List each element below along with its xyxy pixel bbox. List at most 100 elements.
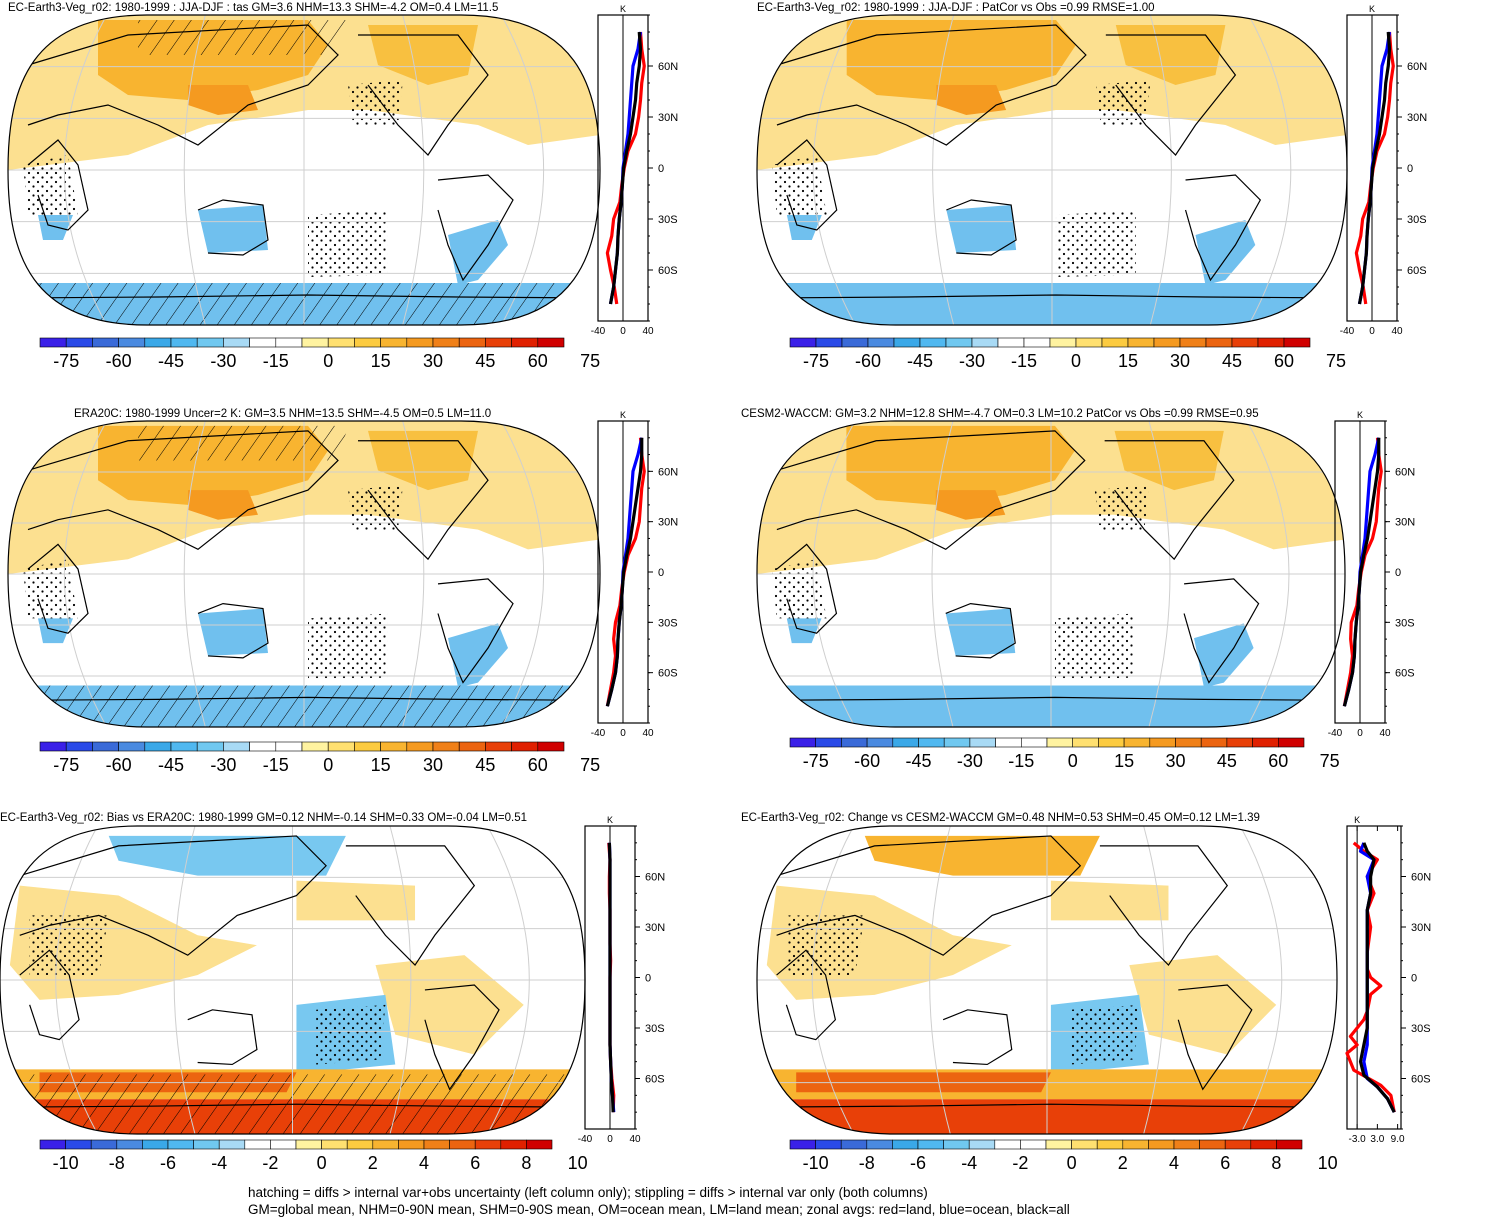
colorbar-label: -45: [907, 351, 933, 371]
coastline: [1104, 440, 1235, 561]
colorbar-box: [144, 337, 172, 348]
graticule-lon: [183, 15, 206, 325]
colorbar-label: 4: [419, 1153, 429, 1173]
map-stipple: [316, 1004, 386, 1065]
map-stipple: [308, 210, 388, 277]
colorbar-box: [398, 1139, 425, 1150]
colorbar-box: [511, 741, 539, 752]
colorbar-label: -8: [859, 1153, 875, 1173]
colorbar-box: [866, 737, 894, 748]
colorbar-box: [295, 1139, 322, 1150]
colorbar-box: [406, 337, 434, 348]
colorbar-box: [170, 337, 198, 348]
colorbar-label: 15: [1118, 351, 1138, 371]
colorbar-box: [196, 337, 224, 348]
colorbar-box: [1179, 337, 1207, 348]
colorbar-box: [406, 741, 434, 752]
colorbar-label: -2: [1012, 1153, 1028, 1173]
zonal-ytick-label: 60N: [645, 872, 665, 884]
colorbar-box: [223, 337, 250, 348]
coastline: [1105, 34, 1237, 156]
zonal-ytick-label: 30S: [1395, 617, 1415, 629]
colorbar-box: [1071, 1139, 1098, 1150]
panel-title: ERA20C: 1980-1999 Uncer=2 K: GM=3.5 NHM=…: [74, 408, 491, 420]
map-border: [756, 825, 1338, 1135]
colorbar-label: -6: [910, 1153, 926, 1173]
graticule-lon: [932, 15, 955, 325]
colorbar-box: [372, 1139, 399, 1150]
zonal-ytick-label: 60N: [658, 466, 678, 478]
colorbar-box: [943, 1139, 970, 1150]
zonal-ytick-label: 30N: [658, 517, 678, 529]
colorbar-label: -8: [109, 1153, 125, 1173]
map-panel-3: [756, 420, 1346, 728]
zonal-unit-label: K: [1354, 815, 1360, 825]
colorbar-box: [432, 741, 460, 752]
colorbar-box: [92, 337, 119, 348]
zonal-ytick-label: 0: [658, 567, 664, 579]
colorbar-box: [196, 741, 224, 752]
zonal-xtick-label: -40: [578, 1134, 593, 1145]
colorbar-diff: -10 -8 -6 -4 -2 0 2 4 6 8 10: [789, 1139, 1338, 1173]
zonal-panel-1: K -40 0 40 60N 30N 0 30S 60S: [1340, 4, 1427, 337]
zonal-ytick-label: 30N: [1395, 517, 1415, 529]
colorbar-label: -6: [160, 1153, 176, 1173]
colorbar-box: [449, 1139, 476, 1150]
colorbar-box: [1122, 1139, 1149, 1150]
colorbar-box: [867, 337, 895, 348]
colorbar-label: -60: [106, 351, 132, 371]
colorbar-box: [789, 737, 817, 748]
colorbar-label: -45: [158, 351, 184, 371]
colorbar-box: [968, 1139, 996, 1150]
zonal-xtick-label: -40: [1328, 728, 1343, 739]
graticule-lon: [1149, 15, 1172, 325]
colorbar-box: [170, 741, 198, 752]
colorbar-abs: -75 -60 -45 -30 -15 0 15 30 45 60 75: [39, 337, 600, 371]
zonal-ytick-label: 30S: [1407, 214, 1427, 226]
coastline: [776, 835, 1082, 956]
coastline: [19, 949, 80, 1041]
colorbar-box: [997, 337, 1025, 348]
zonal-xtick-label: -40: [591, 728, 606, 739]
coastline: [8, 294, 600, 299]
colorbar-label: 60: [1268, 751, 1288, 771]
graticule-lon: [173, 826, 196, 1134]
colorbar-label: 60: [528, 351, 548, 371]
colorbar-box: [917, 1139, 944, 1150]
graticule-lon: [183, 421, 206, 727]
zonal-ytick-label: 30S: [645, 1023, 665, 1035]
zonal-line-all: [1358, 842, 1396, 1113]
colorbar-label: 60: [528, 755, 548, 775]
colorbar-box: [1127, 337, 1155, 348]
colorbar-label: 60: [1274, 351, 1294, 371]
colorbar-box: [90, 1139, 118, 1150]
colorbar-box: [815, 1139, 842, 1150]
zonal-line-all: [608, 31, 643, 305]
zonal-ytick-label: 60N: [1395, 466, 1415, 478]
colorbar-label: 0: [317, 1153, 327, 1173]
zonal-line-all: [1357, 31, 1392, 305]
colorbar-label: -15: [263, 351, 289, 371]
map-hot-namerica: [1115, 25, 1226, 85]
colorbar-box: [815, 337, 843, 348]
colorbar-box: [971, 337, 999, 348]
colorbar-box: [841, 337, 869, 348]
graticule-lon: [931, 421, 954, 727]
map-stipple: [1070, 1004, 1140, 1065]
zonal-unit-label: K: [620, 4, 626, 14]
colorbar-box: [275, 337, 303, 348]
colorbar-box: [815, 737, 842, 748]
colorbar-box: [1226, 737, 1253, 748]
coastline: [942, 1009, 1013, 1066]
map-stipple: [1055, 210, 1136, 277]
zonal-ytick-label: 0: [1407, 163, 1413, 175]
coastline: [0, 1103, 585, 1108]
colorbar-label: 75: [1326, 351, 1346, 371]
colorbar-box: [39, 1139, 66, 1150]
colorbar-box: [918, 737, 945, 748]
colorbar-box: [485, 337, 512, 348]
colorbar-box: [301, 741, 329, 752]
coastline: [1099, 845, 1229, 967]
colorbar-label: 75: [580, 351, 600, 371]
